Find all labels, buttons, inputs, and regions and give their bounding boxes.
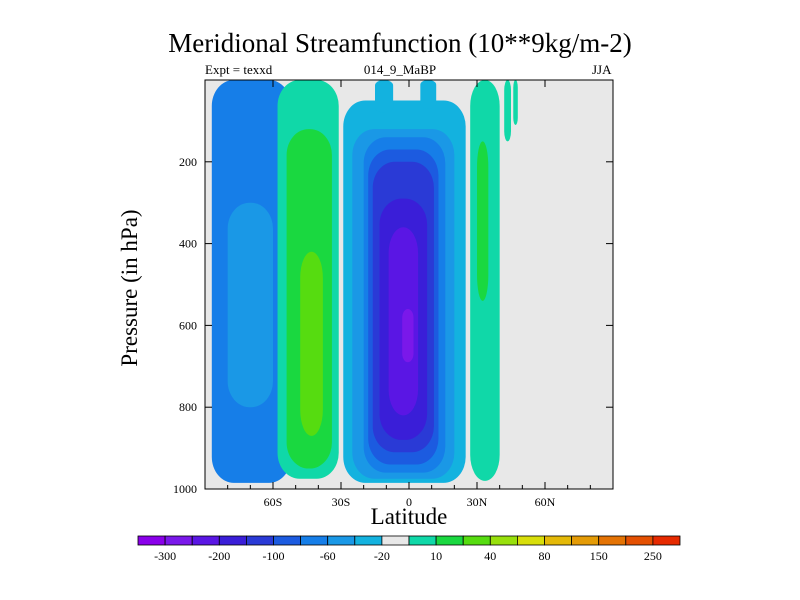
y-tick-label: 200 [179, 155, 197, 169]
colorbar-label: -100 [263, 549, 285, 563]
colorbar-swatch [408, 535, 437, 546]
y-tick-label: 1000 [173, 482, 197, 496]
colorbar-swatch [381, 535, 410, 546]
x-tick-label: 0 [406, 495, 412, 509]
y-tick-label: 400 [179, 237, 197, 251]
colorbar-swatch [218, 535, 247, 546]
colorbar-swatch [652, 535, 681, 546]
colorbar-swatch [191, 535, 220, 546]
colorbar-swatch [489, 535, 518, 546]
colorbar-swatch [571, 535, 600, 546]
colorbar-swatch [598, 535, 627, 546]
season-label: JJA [592, 62, 612, 77]
axes: 60S 30S 0 30N 60N 200 400 600 800 1000 [173, 79, 614, 509]
nh-thin-green [504, 80, 511, 142]
colorbar-swatch [327, 535, 356, 546]
colorbar-swatch [354, 535, 383, 546]
y-tick-label: 600 [179, 318, 197, 332]
colorbar-label: -20 [374, 549, 390, 563]
colorbar-swatch [300, 535, 329, 546]
nh-thin-green-2 [513, 80, 518, 125]
colorbar-swatch [544, 535, 573, 546]
x-tick-label: 30S [332, 495, 351, 509]
colorbar-swatch [435, 535, 464, 546]
top-blue-a [375, 80, 394, 113]
colorbar-swatch [273, 535, 302, 546]
colorbar-swatch [462, 535, 491, 546]
top-blue-b [420, 80, 437, 109]
colorbar-swatch [137, 535, 166, 546]
hadley-peak [402, 309, 414, 363]
colorbar-label: 10 [430, 549, 442, 563]
run-label: 014_9_MaBP [363, 62, 437, 77]
colorbar-label: -300 [154, 549, 176, 563]
x-axis-label: Latitude [370, 504, 448, 529]
colorbar-swatch [164, 535, 193, 546]
y-tick-label: 800 [179, 400, 197, 414]
colorbar-label: 40 [484, 549, 496, 563]
x-tick-label: 60S [264, 495, 283, 509]
sh-ferrel-core [300, 251, 323, 436]
sh-polar-cell-core [227, 202, 273, 408]
plot-area [205, 80, 613, 489]
colorbar: -300 -200 -100 -60 -20 10 40 80 150 250 [137, 535, 681, 563]
colorbar-label: 80 [539, 549, 551, 563]
x-tick-label: 30N [467, 495, 488, 509]
x-tick-label: 60N [535, 495, 556, 509]
colorbar-label: -200 [208, 549, 230, 563]
colorbar-swatch [517, 535, 545, 546]
colorbar-label: 250 [644, 549, 662, 563]
chart-title: Meridional Streamfunction (10**9kg/m-2) [168, 28, 632, 58]
colorbar-label: -60 [320, 549, 336, 563]
nh-cell-core [477, 141, 489, 301]
colorbar-label: 150 [590, 549, 608, 563]
colorbar-swatch [625, 535, 654, 546]
experiment-label: Expt = texxd [205, 62, 273, 77]
colorbar-swatch [245, 535, 274, 546]
